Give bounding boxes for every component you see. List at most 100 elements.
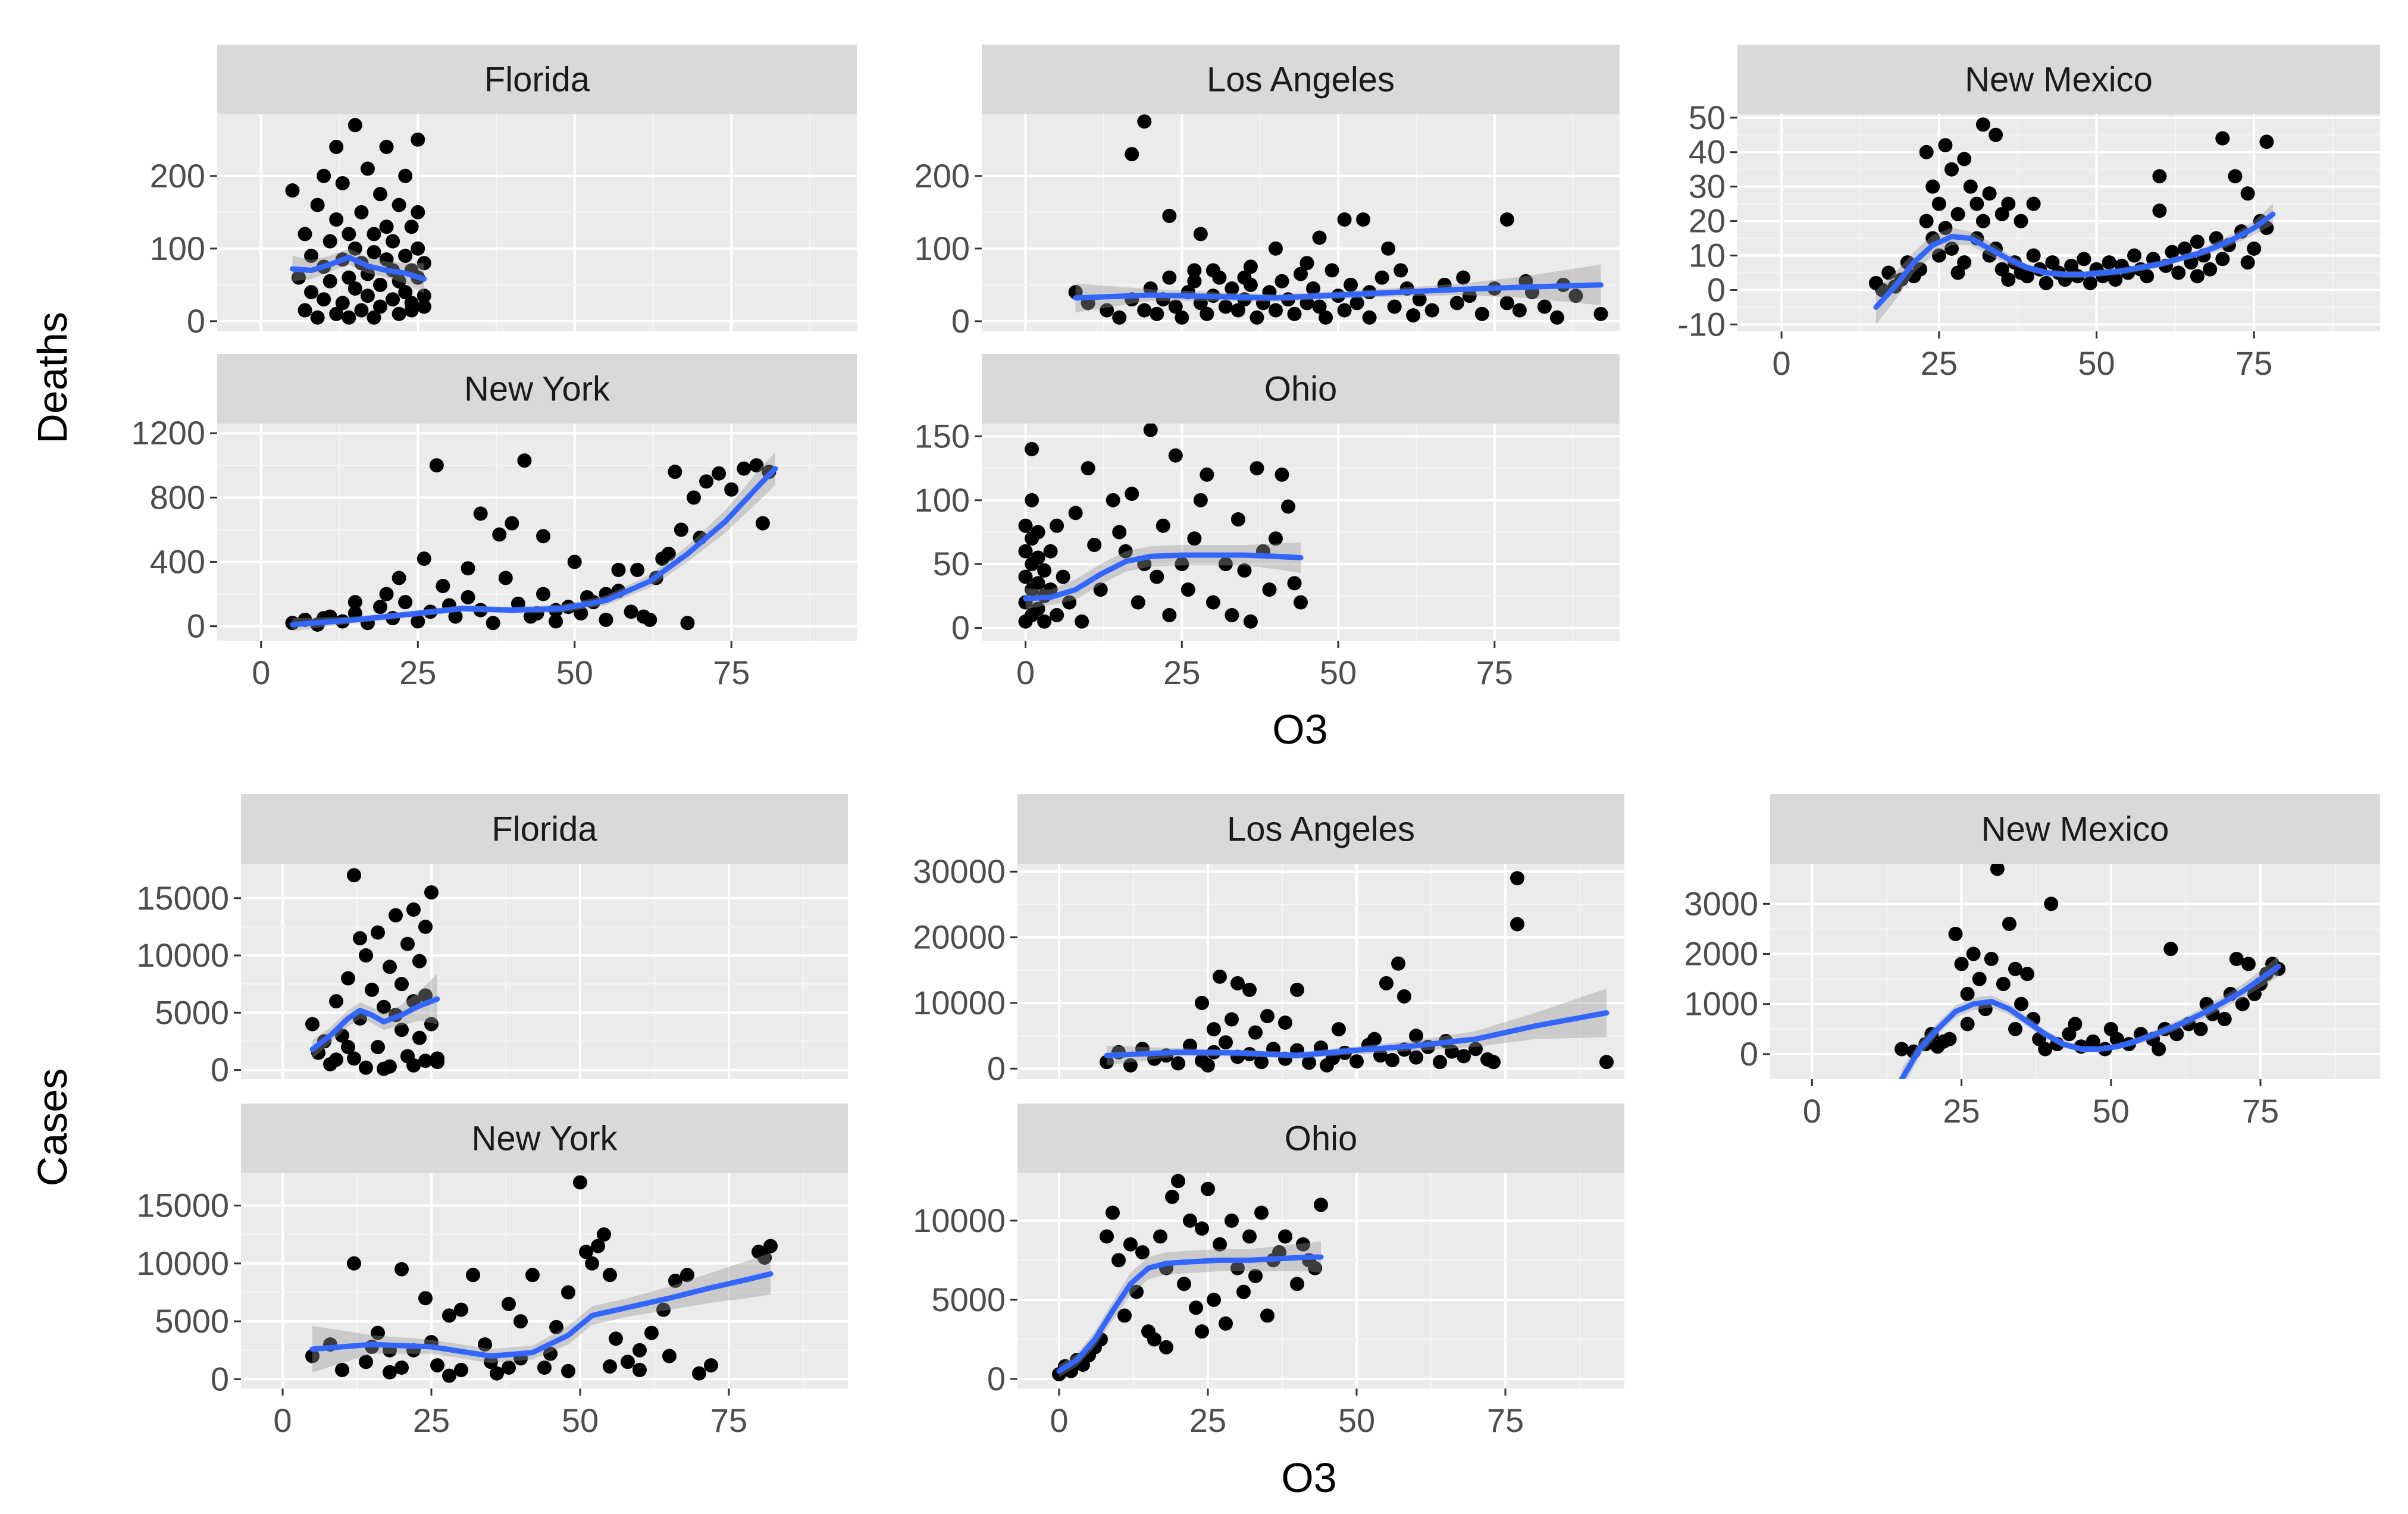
plot-area	[305, 1175, 778, 1383]
data-point	[1963, 179, 1978, 194]
loess-fit-line	[309, 1271, 774, 1359]
panel-cases-los-angeles: Los Angeles 0 10000 20000 30000	[913, 794, 1624, 1087]
data-point	[430, 1051, 444, 1066]
data-point	[1510, 871, 1524, 886]
data-point	[1193, 296, 1208, 311]
data-point	[1168, 448, 1183, 463]
data-point	[674, 522, 688, 537]
data-point	[597, 1227, 611, 1242]
x-tick-label: 75	[710, 1402, 747, 1439]
data-point	[442, 1308, 456, 1323]
y-tick-label: 100	[915, 230, 970, 267]
data-point	[486, 616, 500, 631]
data-point	[304, 249, 319, 264]
data-point	[1137, 114, 1152, 129]
data-point	[347, 241, 362, 256]
data-point	[1068, 506, 1083, 521]
data-point	[406, 1058, 421, 1073]
data-point	[1397, 989, 1411, 1004]
data-point	[1568, 289, 1583, 303]
y-tick-label: 5000	[155, 993, 229, 1031]
data-point	[1312, 299, 1327, 314]
data-point	[1468, 1042, 1483, 1057]
data-point	[1409, 1050, 1423, 1065]
data-point	[1957, 255, 1972, 270]
data-point	[398, 168, 413, 183]
data-point	[737, 461, 751, 476]
data-point	[2038, 275, 2053, 290]
data-point	[1212, 270, 1227, 285]
data-point	[417, 256, 431, 271]
loess-fit-line	[289, 254, 427, 282]
panel-background	[1737, 114, 2380, 331]
data-point	[1895, 1042, 1909, 1057]
data-point	[1938, 138, 1953, 153]
data-point	[1299, 256, 1314, 271]
data-point	[442, 1368, 456, 1383]
x-tick-label: 25	[1163, 654, 1200, 691]
data-point	[2152, 169, 2167, 184]
data-point	[1087, 537, 1102, 552]
data-point	[417, 551, 431, 566]
data-point	[1143, 281, 1158, 296]
data-point	[1230, 512, 1245, 527]
data-point	[383, 1365, 397, 1380]
data-point	[1512, 303, 1527, 318]
data-point	[1294, 267, 1308, 281]
data-point	[668, 1274, 682, 1288]
data-point	[1037, 563, 1052, 578]
panel-background	[241, 864, 848, 1079]
data-point	[656, 1302, 671, 1317]
data-point	[342, 310, 356, 325]
data-point	[1280, 499, 1295, 514]
data-point	[1175, 310, 1189, 325]
data-point	[2247, 241, 2262, 256]
data-point	[379, 587, 394, 601]
data-point	[2169, 1027, 2184, 1042]
x-tick-label: 0	[1016, 654, 1035, 691]
data-point	[430, 1358, 444, 1373]
y-tick-label: 0	[211, 1360, 229, 1397]
data-point	[1960, 986, 1975, 1001]
data-point	[2190, 269, 2205, 284]
data-point	[1118, 544, 1133, 559]
data-point	[513, 1314, 528, 1329]
data-point	[1205, 595, 1220, 610]
data-point	[1162, 270, 1177, 285]
y-tick-label: 0	[187, 607, 205, 645]
data-point	[1975, 214, 1990, 228]
data-point	[1218, 299, 1233, 314]
data-point	[347, 595, 362, 610]
y-tick-label: 20	[1689, 202, 1726, 240]
data-point	[298, 227, 312, 242]
x-tick-label: 50	[2078, 344, 2115, 382]
data-point	[448, 609, 463, 624]
data-point	[1881, 265, 1896, 280]
data-point	[411, 132, 425, 147]
data-point	[329, 212, 344, 227]
data-point	[1948, 926, 1963, 941]
data-point	[1379, 976, 1394, 990]
data-point	[394, 1360, 409, 1375]
x-tick-label: 25	[1189, 1402, 1226, 1439]
x-tick-label: 0	[1773, 344, 1791, 382]
data-point	[591, 1239, 605, 1253]
data-point	[347, 281, 362, 296]
data-point	[1171, 1056, 1185, 1071]
x-tick-label: 75	[1476, 654, 1513, 691]
data-point	[1187, 274, 1202, 289]
data-point	[1549, 310, 1564, 325]
data-point	[379, 252, 394, 267]
data-point	[1433, 1055, 1447, 1070]
data-point	[704, 1358, 718, 1373]
data-point	[655, 551, 670, 566]
data-point	[2190, 234, 2205, 249]
data-point	[2077, 252, 2091, 267]
data-point	[329, 994, 343, 1009]
data-point	[1931, 196, 1946, 211]
x-tick-label: 25	[1943, 1092, 1980, 1130]
data-point	[1966, 946, 1981, 961]
data-point	[2229, 951, 2244, 966]
data-point	[379, 220, 394, 234]
